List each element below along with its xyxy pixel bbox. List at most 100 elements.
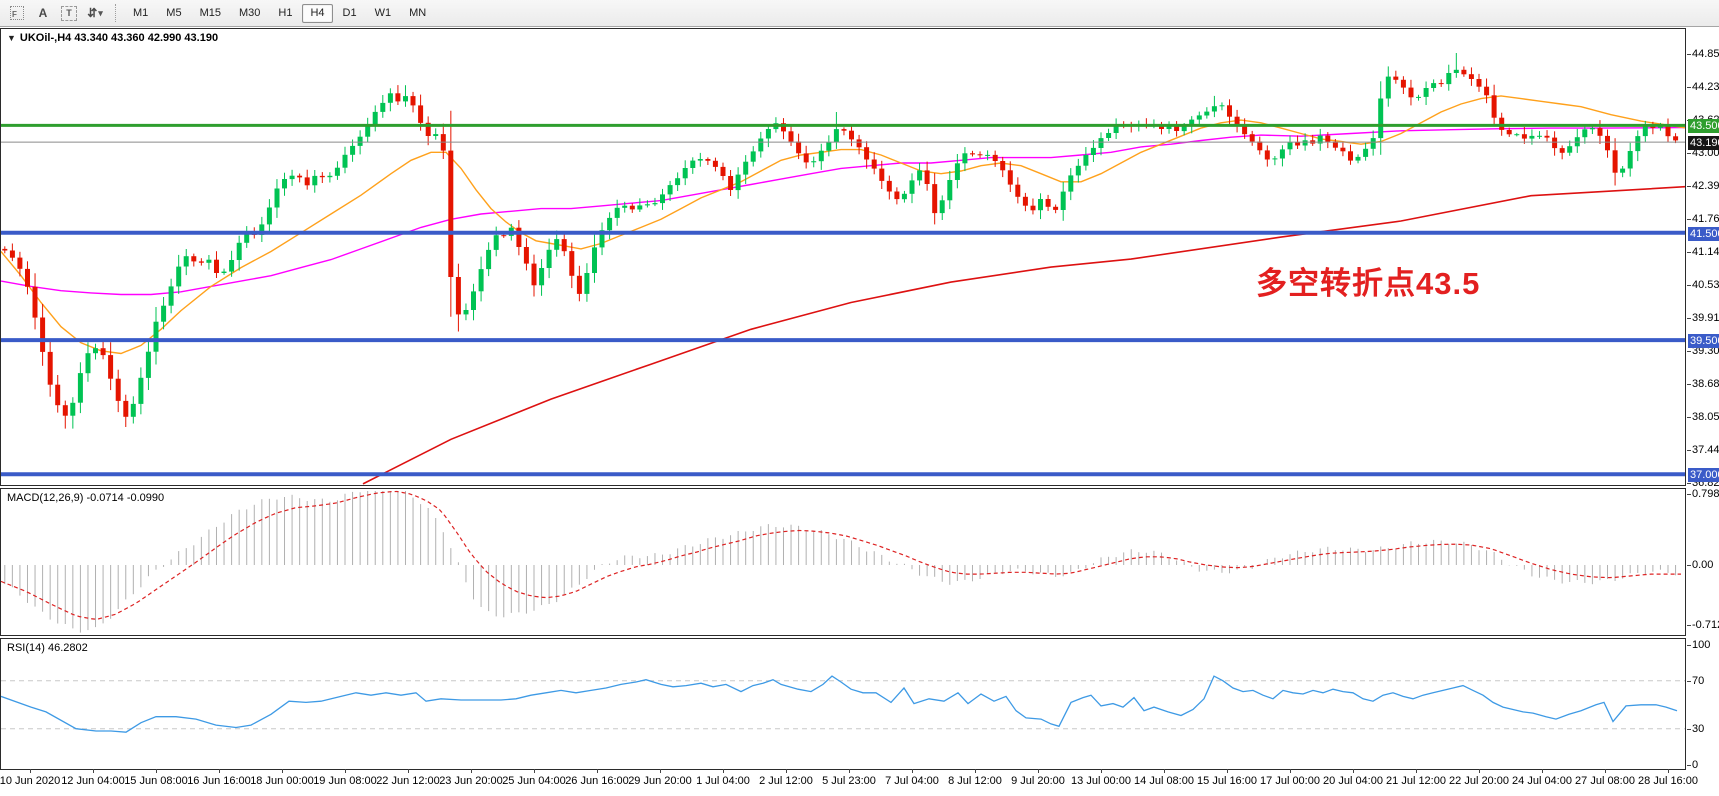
macd-axis-label: -0.7124 <box>1692 619 1719 631</box>
time-axis-label: 21 Jul 12:00 <box>1386 775 1446 787</box>
time-axis-label: 5 Jul 23:00 <box>822 775 876 787</box>
candle-body <box>705 159 711 161</box>
candle-body <box>1544 135 1550 138</box>
candle-body <box>1030 205 1036 211</box>
candle-body <box>145 351 151 378</box>
time-axis-label: 29 Jun 20:00 <box>628 775 692 787</box>
candle-body <box>55 384 61 406</box>
candle-body <box>765 129 771 139</box>
text-label-icon[interactable]: T <box>57 3 81 23</box>
timeframe-button-h1[interactable]: H1 <box>278 6 293 19</box>
macd-signal-line <box>1 490 1681 620</box>
candle-body <box>221 271 227 273</box>
candle-body <box>516 227 522 247</box>
timeframe-button-d1[interactable]: D1 <box>342 6 357 19</box>
timeframe-button-mn[interactable]: MN <box>409 6 427 19</box>
candle-body <box>879 168 885 181</box>
candle-body <box>455 277 461 315</box>
candle-body <box>1038 199 1043 211</box>
candle-body <box>917 170 923 181</box>
price-axis-tick <box>1687 417 1691 418</box>
ma-slow-line <box>362 185 1685 485</box>
time-axis-label: 22 Jul 20:00 <box>1449 775 1509 787</box>
candle-body <box>864 147 870 160</box>
font-icon[interactable]: A <box>31 3 55 23</box>
candle-body <box>1053 206 1059 210</box>
time-axis-tick <box>471 769 472 773</box>
chart-title-text: UKOil-,H4 43.340 43.360 42.990 43.190 <box>19 32 219 44</box>
timeframe-button-w1[interactable]: W1 <box>374 6 392 19</box>
candle-body <box>191 256 197 262</box>
candle-body <box>1506 130 1512 135</box>
time-axis-tick <box>1605 769 1606 773</box>
candle-body <box>9 250 15 258</box>
candle-body <box>1476 79 1482 87</box>
candle-body <box>1468 74 1474 79</box>
candle-body <box>357 136 363 146</box>
candle-body <box>214 259 219 273</box>
candle-body <box>138 377 144 404</box>
candle-body <box>811 161 817 163</box>
candle-body <box>425 122 431 136</box>
time-axis-tick <box>1038 769 1039 773</box>
candle-body <box>176 266 182 287</box>
macd-indicator-pane[interactable]: MACD(12,26,9) -0.0714 -0.0990 <box>0 488 1686 636</box>
time-axis-tick <box>156 769 157 773</box>
candle-body <box>183 256 189 267</box>
candle-body <box>561 239 567 252</box>
candle-body <box>909 180 915 194</box>
candle-body <box>433 134 439 136</box>
candle-body <box>1559 148 1565 153</box>
candle-body <box>1605 135 1610 151</box>
font-icon-glyph: A <box>38 6 48 20</box>
chevron-down-icon[interactable]: ▼ <box>7 33 16 43</box>
candle-body <box>312 175 318 186</box>
timeframe-button-m30[interactable]: M30 <box>238 6 261 19</box>
candle-body <box>977 154 983 156</box>
time-axis-tick <box>1164 769 1165 773</box>
time-axis-tick <box>345 769 346 773</box>
macd-chart-canvas[interactable] <box>1 489 1685 635</box>
rsi-indicator-pane[interactable]: RSI(14) 46.2802 <box>0 638 1686 770</box>
candle-body <box>796 141 802 154</box>
price-axis-tick <box>1687 351 1691 352</box>
candle-body <box>1174 125 1180 131</box>
candle-body <box>1204 111 1210 116</box>
candle-body <box>274 188 280 208</box>
timeframe-button-m5[interactable]: M5 <box>166 6 182 19</box>
candle-body <box>1446 73 1452 85</box>
price-axis-label: 38.685 <box>1692 378 1719 390</box>
chart-title: ▼ UKOil-,H4 43.340 43.360 42.990 43.190 <box>7 32 218 44</box>
rsi-chart-canvas[interactable] <box>1 639 1685 769</box>
candle-body <box>70 402 76 416</box>
time-axis-label: 15 Jun 08:00 <box>124 775 188 787</box>
candle-body <box>206 259 212 263</box>
macd-histogram <box>4 491 1677 633</box>
candle-body <box>448 150 454 277</box>
candle-body <box>743 161 749 175</box>
candle-body <box>1400 79 1406 88</box>
timeframe-button-m1[interactable]: M1 <box>133 6 149 19</box>
price-tag: 43.190 <box>1688 136 1719 151</box>
indicators-grid-icon[interactable]: F <box>5 3 29 23</box>
candlestick-chart-canvas[interactable] <box>1 29 1685 485</box>
candle-body <box>833 129 839 143</box>
candle-body <box>1272 158 1278 160</box>
timeframe-button-m15[interactable]: M15 <box>199 6 221 19</box>
candle-body <box>1393 76 1399 80</box>
price-chart-pane[interactable]: ▼ UKOil-,H4 43.340 43.360 42.990 43.190 <box>0 28 1686 486</box>
indicators-grid-glyph: F <box>10 6 24 20</box>
candle-body <box>123 400 129 417</box>
candle-body <box>781 123 786 132</box>
timeframe-button-h4[interactable]: H4 <box>302 3 333 23</box>
candle-body <box>1521 134 1527 139</box>
price-tag: 43.500 <box>1688 119 1719 134</box>
candle-body <box>947 180 953 201</box>
candle-body <box>720 166 726 176</box>
candle-body <box>25 268 30 287</box>
objects-cursor-icon[interactable]: ⇵ ▾ <box>83 3 107 23</box>
candle-body <box>410 96 416 106</box>
candle-body <box>1657 126 1663 128</box>
candle-body <box>115 378 121 401</box>
candle-body <box>886 180 892 192</box>
